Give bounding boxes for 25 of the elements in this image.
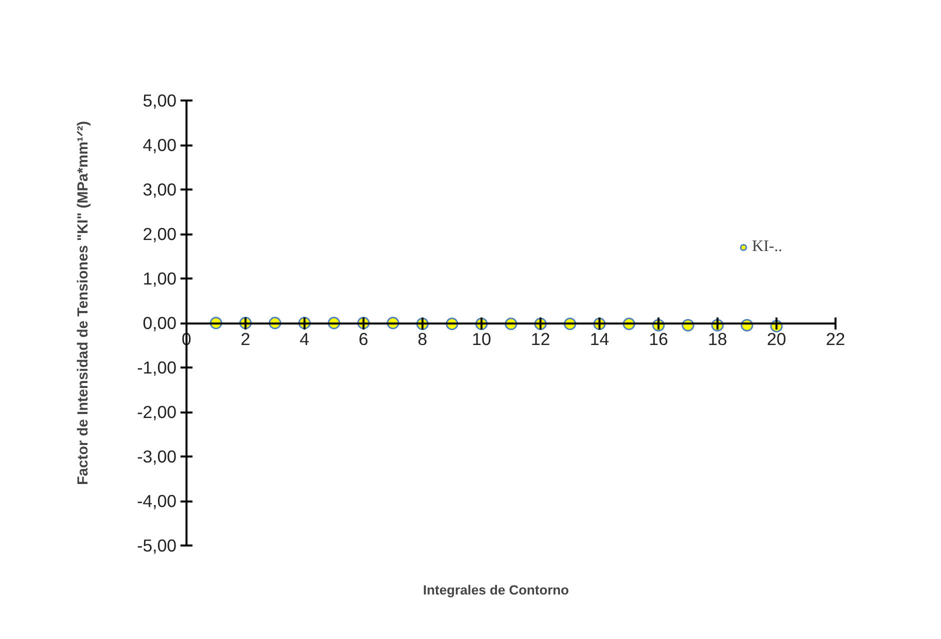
- y-tick-label: 5,00: [142, 90, 177, 110]
- y-tick-label: -1,00: [137, 358, 177, 378]
- x-tick-label: 4: [300, 329, 310, 349]
- x-tick-label: 2: [240, 329, 250, 349]
- x-tick-label: 22: [826, 329, 846, 349]
- x-tick-label: 16: [648, 329, 668, 349]
- y-axis-title: Factor de Intensidad de Tensiones "KI" (MPa*mm¹ᐟ²): [76, 120, 92, 486]
- x-tick-label: 8: [418, 329, 428, 349]
- x-tick-label: 12: [530, 329, 550, 349]
- y-tick-label: 2,00: [142, 224, 177, 244]
- x-tick-label: 14: [590, 329, 610, 349]
- x-tick-label: 6: [358, 329, 368, 349]
- y-tick-label: 1,00: [142, 268, 177, 288]
- y-tick-label: 3,00: [142, 180, 177, 200]
- x-axis-title: Integrales de Contorno: [423, 582, 569, 598]
- x-tick-label: 20: [766, 329, 786, 349]
- y-tick-label: -3,00: [137, 446, 177, 466]
- legend-label: KI-..: [752, 238, 782, 256]
- y-tick-label: 0,00: [142, 313, 177, 333]
- x-tick-label: 18: [708, 329, 728, 349]
- y-tick-label: -4,00: [137, 491, 177, 511]
- y-tick-label: -2,00: [137, 402, 177, 422]
- y-tick-label: -5,00: [137, 536, 177, 556]
- x-tick-label: 10: [472, 329, 492, 349]
- y-tick-label: 4,00: [142, 135, 177, 155]
